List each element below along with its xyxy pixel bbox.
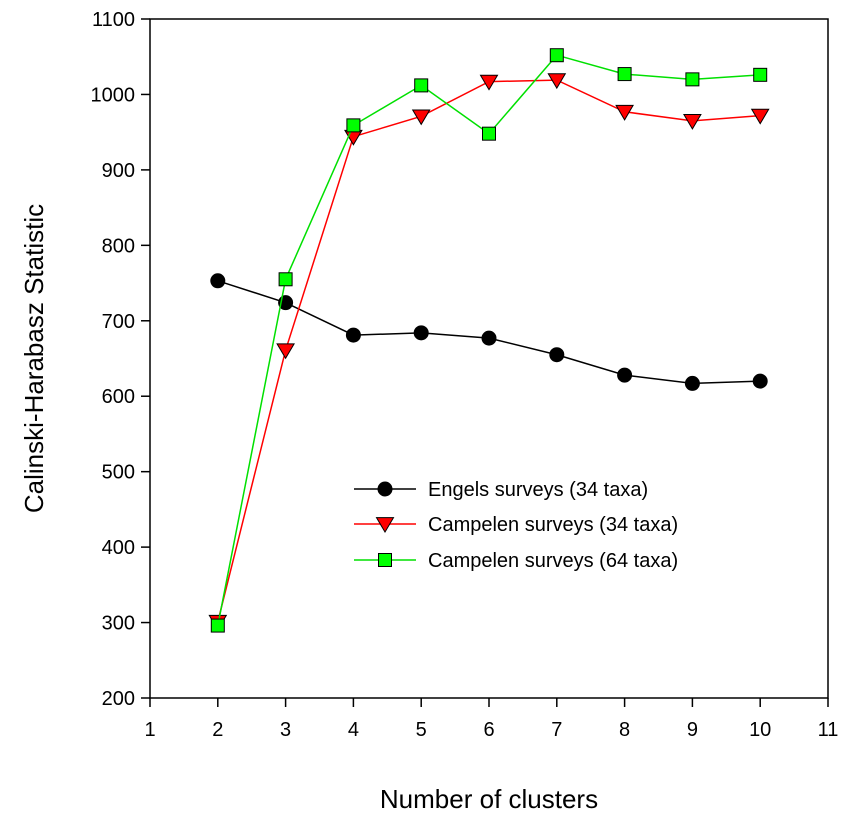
data-point (684, 375, 700, 391)
series-layer (208, 48, 770, 633)
data-point (753, 67, 768, 82)
x-tick-label: 1 (144, 719, 155, 741)
legend-label: Campelen surveys (34 taxa) (428, 514, 678, 536)
data-point (411, 109, 431, 126)
legend-marker (375, 517, 395, 534)
data-point (276, 343, 295, 360)
y-axis-title: Calinski-Harabasz Statistic (19, 204, 49, 513)
x-axis-title: Number of clusters (380, 784, 598, 814)
y-tick-label: 800 (102, 235, 135, 257)
series-campelen-34 (208, 73, 770, 631)
y-tick-label: 300 (102, 613, 135, 635)
data-point (481, 330, 497, 346)
series-engels-34 (210, 273, 768, 391)
legend-label: Engels surveys (34 taxa) (428, 479, 648, 501)
legend-marker (377, 481, 393, 497)
x-tick-label: 3 (280, 719, 291, 741)
data-point (414, 78, 429, 93)
data-point (479, 74, 499, 91)
y-tick-label: 400 (102, 537, 135, 559)
y-tick-label: 1100 (92, 9, 135, 31)
x-tick-label: 7 (551, 719, 562, 741)
y-tick-label: 1000 (91, 84, 136, 106)
data-point (685, 72, 700, 87)
plot-frame (149, 18, 829, 699)
y-tick-label: 500 (102, 462, 135, 484)
legend-label: Campelen surveys (64 taxa) (428, 550, 678, 572)
legend-item: Campelen surveys (64 taxa) (354, 550, 678, 572)
x-tick-label: 4 (348, 719, 359, 741)
data-point (345, 327, 361, 343)
x-tick-label: 5 (416, 719, 427, 741)
y-tick-label: 900 (102, 160, 135, 182)
x-tick-label: 11 (818, 719, 839, 741)
data-point (482, 126, 496, 141)
data-point (617, 367, 633, 383)
x-tick-label: 6 (483, 719, 494, 741)
y-tick-label: 600 (102, 386, 135, 408)
y-tick-label: 700 (102, 311, 135, 333)
x-tick-label: 10 (749, 719, 771, 741)
data-point (615, 104, 634, 121)
data-point (346, 118, 361, 133)
legend-marker (378, 553, 392, 567)
series-campelen-64 (210, 48, 768, 633)
legend-item: Engels surveys (34 taxa) (354, 479, 648, 501)
legend: Engels surveys (34 taxa) Campelen surveys… (354, 479, 678, 572)
data-point (549, 347, 565, 363)
x-tick-label: 9 (687, 719, 698, 741)
data-point (547, 73, 567, 90)
plot-area (149, 18, 829, 699)
y-axis: 200 300 400 500 600 700 800 900 1000 1100 (91, 9, 150, 710)
data-point (210, 273, 226, 289)
data-point (549, 48, 564, 63)
data-point (750, 108, 770, 125)
data-point (752, 373, 768, 389)
x-tick-label: 2 (212, 719, 223, 741)
data-point (278, 272, 293, 287)
y-tick-label: 200 (102, 688, 135, 710)
x-axis: 1 2 3 4 5 6 7 8 9 10 11 (144, 698, 838, 741)
data-point (210, 618, 225, 633)
x-tick-label: 8 (619, 719, 630, 741)
data-point (413, 325, 429, 341)
data-point (617, 67, 632, 82)
data-point (683, 113, 702, 130)
series-line (217, 79, 761, 622)
legend-item: Campelen surveys (34 taxa) (354, 514, 678, 536)
